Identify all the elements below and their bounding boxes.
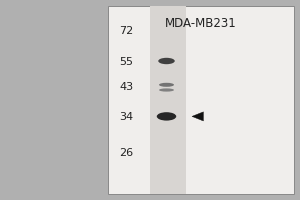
- Bar: [108, 6, 294, 194]
- Text: MDA-MB231: MDA-MB231: [165, 17, 237, 30]
- Text: 34: 34: [119, 112, 134, 122]
- Ellipse shape: [158, 58, 175, 64]
- Polygon shape: [192, 112, 203, 121]
- Ellipse shape: [159, 83, 174, 87]
- Text: 43: 43: [119, 82, 134, 92]
- Text: 55: 55: [119, 57, 134, 67]
- Text: 26: 26: [119, 148, 134, 158]
- Text: 72: 72: [119, 26, 134, 36]
- Ellipse shape: [159, 88, 174, 92]
- Ellipse shape: [157, 112, 176, 121]
- Bar: [150, 6, 186, 194]
